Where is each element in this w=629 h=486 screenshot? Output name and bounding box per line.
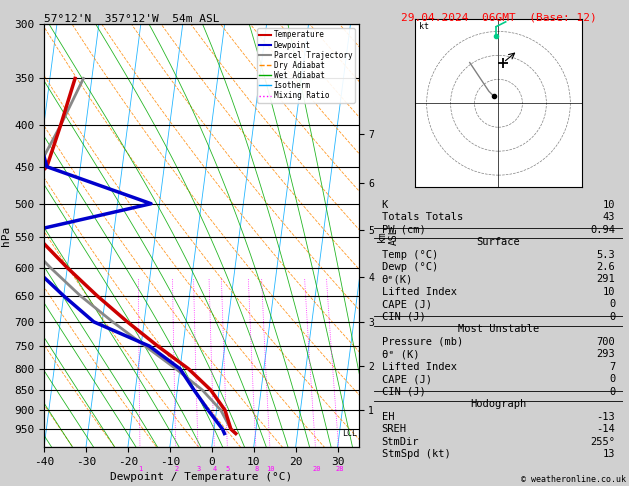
Text: 5: 5	[226, 466, 230, 472]
Text: 2.6: 2.6	[596, 262, 615, 272]
Text: 255°: 255°	[590, 437, 615, 447]
Text: Temp (°C): Temp (°C)	[382, 249, 438, 260]
Y-axis label: km
ASL: km ASL	[377, 227, 399, 244]
Text: LCL: LCL	[342, 429, 357, 438]
Text: CAPE (J): CAPE (J)	[382, 299, 431, 310]
Text: 1: 1	[138, 466, 142, 472]
Text: CIN (J): CIN (J)	[382, 312, 425, 322]
Text: 28: 28	[336, 466, 344, 472]
Text: 0: 0	[609, 374, 615, 384]
Text: Dewp (°C): Dewp (°C)	[382, 262, 438, 272]
X-axis label: Dewpoint / Temperature (°C): Dewpoint / Temperature (°C)	[110, 472, 292, 483]
Text: 20: 20	[313, 466, 321, 472]
Text: 4: 4	[213, 466, 217, 472]
Y-axis label: hPa: hPa	[1, 226, 11, 246]
Text: CIN (J): CIN (J)	[382, 387, 425, 397]
Text: Lifted Index: Lifted Index	[382, 287, 457, 297]
Text: 13: 13	[603, 449, 615, 459]
Legend: Temperature, Dewpoint, Parcel Trajectory, Dry Adiabat, Wet Adiabat, Isotherm, Mi: Temperature, Dewpoint, Parcel Trajectory…	[257, 28, 355, 103]
Text: Pressure (mb): Pressure (mb)	[382, 337, 463, 347]
Text: θᵉ(K): θᵉ(K)	[382, 275, 413, 284]
Text: SREH: SREH	[382, 424, 407, 434]
Text: Most Unstable: Most Unstable	[458, 324, 539, 334]
Text: K: K	[382, 200, 388, 209]
Text: θᵉ (K): θᵉ (K)	[382, 349, 419, 359]
Text: Hodograph: Hodograph	[470, 399, 526, 409]
Text: 10: 10	[603, 200, 615, 209]
Text: 0: 0	[609, 299, 615, 310]
Text: 8: 8	[255, 466, 259, 472]
Text: 291: 291	[596, 275, 615, 284]
Text: 293: 293	[596, 349, 615, 359]
Text: 0.94: 0.94	[590, 225, 615, 235]
Text: 5.3: 5.3	[596, 249, 615, 260]
Text: 10: 10	[603, 287, 615, 297]
Text: 10: 10	[267, 466, 275, 472]
Text: 29.04.2024  06GMT  (Base: 12): 29.04.2024 06GMT (Base: 12)	[401, 12, 596, 22]
Text: 0: 0	[609, 387, 615, 397]
Text: Surface: Surface	[477, 237, 520, 247]
Text: Totals Totals: Totals Totals	[382, 212, 463, 222]
Text: CAPE (J): CAPE (J)	[382, 374, 431, 384]
Text: 3: 3	[196, 466, 201, 472]
Text: 7: 7	[609, 362, 615, 372]
Text: Lifted Index: Lifted Index	[382, 362, 457, 372]
Text: -14: -14	[596, 424, 615, 434]
Text: 43: 43	[603, 212, 615, 222]
Text: 0: 0	[609, 312, 615, 322]
Text: 700: 700	[596, 337, 615, 347]
Text: 57°12'N  357°12'W  54m ASL: 57°12'N 357°12'W 54m ASL	[44, 14, 220, 23]
Text: StmSpd (kt): StmSpd (kt)	[382, 449, 450, 459]
Text: -13: -13	[596, 412, 615, 422]
Text: 2: 2	[174, 466, 178, 472]
Text: © weatheronline.co.uk: © weatheronline.co.uk	[521, 474, 626, 484]
Text: StmDir: StmDir	[382, 437, 419, 447]
Text: EH: EH	[382, 412, 394, 422]
Text: kt: kt	[420, 22, 430, 31]
Text: PW (cm): PW (cm)	[382, 225, 425, 235]
